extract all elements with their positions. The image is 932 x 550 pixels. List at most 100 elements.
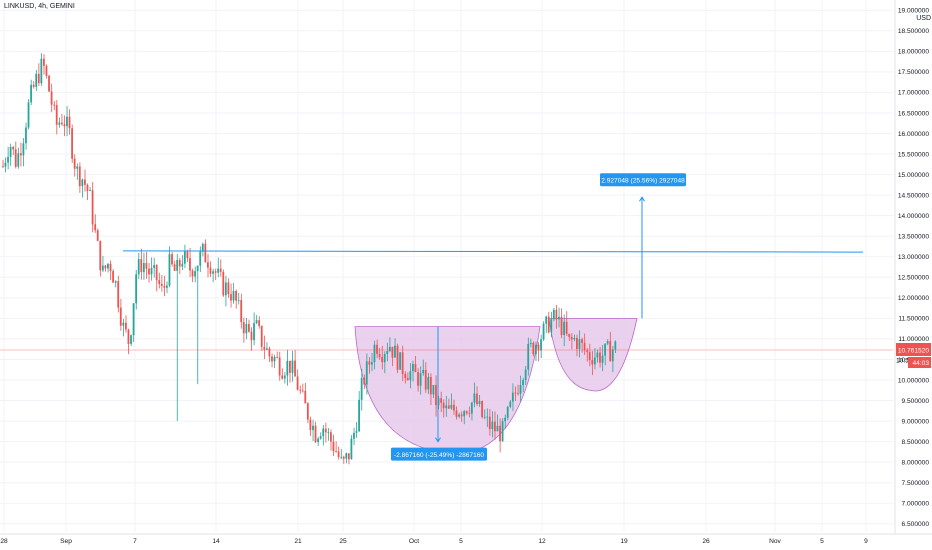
candle-body: [540, 339, 542, 351]
candle-body: [330, 432, 332, 442]
candle-body: [517, 393, 519, 395]
candle-body: [532, 342, 535, 355]
candle-body: [519, 385, 522, 394]
candle-body: [53, 104, 56, 106]
y-tick-label: 17.000000: [898, 90, 930, 97]
candle-body: [570, 336, 573, 340]
candle-body: [281, 375, 284, 379]
candle-body: [230, 294, 232, 301]
candle-body: [399, 352, 401, 370]
candle-body: [350, 438, 353, 460]
candle-body: [488, 416, 491, 430]
candle-body: [427, 376, 430, 390]
candle-body: [363, 378, 366, 385]
candle-body: [506, 406, 509, 418]
measure-up-label-box: [600, 173, 686, 187]
candle-body: [43, 58, 45, 66]
candle-body: [178, 259, 181, 267]
price-box: 10.761520 10.5 44:03: [896, 343, 931, 369]
candle-body: [219, 268, 222, 272]
candle-body: [360, 378, 363, 400]
candle-body: [71, 128, 73, 159]
candle-body: [296, 376, 299, 390]
candle-body: [12, 146, 15, 150]
candle-body: [212, 271, 214, 274]
candle-body: [191, 270, 194, 277]
candle-body: [593, 357, 596, 365]
candle-body: [291, 360, 294, 373]
candle-body: [453, 404, 455, 411]
y-tick-label: 6.500000: [901, 521, 929, 528]
candle-body: [535, 344, 537, 355]
candle-body: [301, 390, 304, 392]
candle-body: [204, 243, 207, 263]
candle-body: [86, 184, 89, 191]
candle-body: [250, 331, 253, 341]
candle-body: [148, 268, 150, 275]
x-tick-label: 28: [0, 538, 8, 545]
candle-body: [332, 441, 335, 452]
candle-body: [4, 162, 7, 167]
candle-body: [463, 411, 466, 417]
candle-body: [460, 414, 463, 417]
x-tick-label: Oct: [409, 538, 419, 545]
candle-body: [355, 431, 358, 433]
candle-body: [440, 398, 442, 403]
x-tick-label: 5: [820, 538, 824, 545]
last-price-label: 10.761520: [898, 347, 930, 354]
candle-body: [25, 127, 27, 144]
candle-body: [481, 401, 483, 418]
candle-body: [166, 285, 168, 288]
candle-body: [125, 322, 127, 330]
candle-body: [112, 271, 114, 283]
x-tick-label: 9: [864, 538, 868, 545]
candle-body: [248, 324, 250, 332]
candle-body: [122, 322, 125, 326]
candle-body: [494, 421, 496, 432]
candle-body: [155, 265, 158, 281]
candle-body: [424, 369, 427, 390]
candle-body: [576, 338, 578, 349]
candle-body: [199, 251, 202, 266]
candles: [2, 53, 617, 465]
candle-body: [465, 411, 468, 414]
candle-body: [81, 179, 84, 187]
candle-body: [478, 401, 481, 405]
candle-body: [222, 271, 225, 296]
y-tick-label: 15.500000: [898, 151, 930, 158]
candle-body: [524, 369, 527, 381]
y-tick-label: 19.000000: [898, 8, 930, 15]
candle-body: [171, 254, 173, 265]
candle-body: [45, 65, 48, 76]
candle-body: [391, 346, 394, 358]
candle-body: [470, 402, 473, 414]
candle-body: [224, 282, 227, 296]
candle-body: [245, 324, 248, 334]
candle-body: [153, 265, 155, 269]
candle-body: [312, 425, 314, 431]
candle-body: [135, 274, 138, 304]
candle-body: [14, 149, 17, 167]
candle-body: [583, 342, 586, 351]
candle-body: [406, 378, 409, 381]
candle-body: [235, 291, 237, 301]
measure-up-arrow: [639, 196, 645, 202]
candle-body: [150, 268, 153, 275]
y-tick-label: 12.000000: [898, 295, 930, 302]
candle-body: [563, 321, 565, 335]
candle-body: [501, 421, 504, 442]
candle-body: [142, 263, 145, 273]
candle-body: [101, 265, 104, 271]
candle-body: [314, 425, 317, 443]
x-tick-label: Nov: [769, 538, 781, 545]
candle-body: [117, 281, 120, 308]
y-tick-label: 8.000000: [901, 459, 929, 466]
candle-body: [168, 254, 171, 286]
x-tick-label: 19: [620, 538, 628, 545]
candle-body: [22, 143, 25, 156]
candle-body: [468, 413, 471, 415]
candle-body: [319, 436, 322, 439]
candle-body: [404, 374, 407, 379]
candle-body: [30, 84, 32, 103]
